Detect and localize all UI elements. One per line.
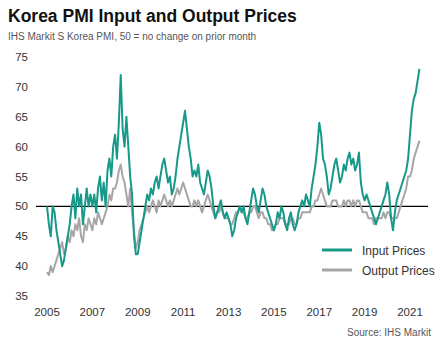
- legend-label: Input Prices: [362, 244, 425, 258]
- y-tick-label: 45: [15, 230, 28, 242]
- x-tick-label: 2021: [397, 306, 423, 318]
- title: Korea PMI Input and Output Prices: [8, 6, 297, 26]
- legend-label: Output Prices: [362, 264, 435, 278]
- x-tick-label: 2017: [306, 306, 332, 318]
- y-tick-label: 70: [15, 81, 28, 93]
- x-tick-label: 2007: [80, 306, 106, 318]
- legend-swatch: [322, 269, 352, 272]
- y-tick-label: 55: [15, 171, 28, 183]
- x-tick-label: 2011: [171, 306, 196, 318]
- x-tick-label: 2015: [261, 306, 287, 318]
- x-tick-label: 2005: [34, 306, 60, 318]
- chart: Korea PMI Input and Output Prices IHS Mar…: [0, 0, 439, 343]
- subtitle: IHS Markit S Korea PMI, 50 = no change o…: [8, 31, 256, 42]
- y-tick-label: 50: [15, 200, 28, 212]
- plot-area: [36, 69, 428, 275]
- source: Source: IHS Markit: [347, 327, 431, 338]
- y-tick-label: 35: [15, 290, 28, 302]
- legend-swatch: [322, 249, 352, 252]
- y-tick-label: 75: [15, 51, 28, 63]
- x-tick-label: 2013: [216, 306, 242, 318]
- y-tick-label: 65: [15, 111, 28, 123]
- x-tick-label: 2019: [352, 306, 378, 318]
- y-tick-label: 40: [15, 260, 28, 272]
- series-line: [47, 69, 419, 266]
- background: [0, 0, 439, 343]
- x-tick-label: 2009: [125, 306, 151, 318]
- y-tick-label: 60: [15, 141, 28, 153]
